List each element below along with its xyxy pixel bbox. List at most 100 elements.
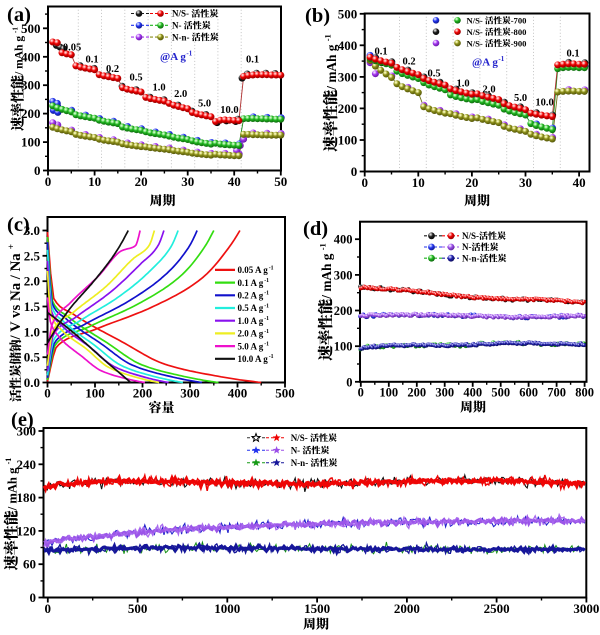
svg-text:N/S-: N/S- [467, 27, 483, 37]
svg-text:600: 600 [519, 385, 538, 399]
svg-text:1.0: 1.0 [152, 82, 165, 93]
svg-text:400: 400 [21, 49, 41, 64]
svg-text:300: 300 [338, 69, 358, 84]
svg-text:/ mAh g: / mAh g [6, 467, 20, 511]
svg-text:0.0: 0.0 [24, 375, 40, 390]
svg-text:20: 20 [135, 174, 148, 189]
svg-text:-1: -1 [264, 278, 269, 284]
svg-text:N-n-: N-n- [462, 253, 480, 263]
svg-text:N/S-: N/S- [467, 16, 483, 26]
svg-text:2.0: 2.0 [24, 274, 40, 289]
svg-text:400: 400 [334, 233, 353, 247]
svg-text:0.5: 0.5 [427, 69, 440, 80]
svg-text:(a): (a) [7, 4, 31, 26]
svg-text:50: 50 [274, 174, 287, 189]
svg-text:5.0: 5.0 [514, 93, 527, 104]
svg-text:300: 300 [21, 78, 41, 93]
svg-text:500: 500 [275, 386, 295, 401]
svg-text:500: 500 [128, 601, 148, 616]
svg-text:1.0: 1.0 [24, 324, 40, 339]
svg-text:-1: -1 [498, 55, 504, 63]
svg-text:200: 200 [21, 106, 41, 121]
svg-text:1000: 1000 [214, 601, 240, 616]
svg-text:N/S-: N/S- [291, 433, 308, 443]
svg-text:5.0: 5.0 [198, 99, 211, 110]
svg-text:-1: -1 [264, 291, 269, 297]
svg-text:100: 100 [334, 340, 353, 354]
svg-text:500: 500 [21, 21, 41, 36]
svg-text:0.1: 0.1 [374, 47, 387, 58]
svg-text:240: 240 [17, 457, 37, 472]
svg-text:2.0: 2.0 [174, 89, 187, 100]
svg-text:3.0: 3.0 [24, 223, 40, 238]
svg-text:300: 300 [435, 385, 454, 399]
svg-text:120: 120 [17, 523, 37, 538]
svg-text:0.5 A g: 0.5 A g [238, 303, 264, 313]
svg-text:2.0 A g: 2.0 A g [238, 329, 264, 339]
svg-text:500: 500 [338, 6, 358, 21]
svg-text:60: 60 [23, 557, 36, 572]
svg-text:0: 0 [45, 174, 52, 189]
svg-text:200: 200 [334, 304, 353, 318]
svg-text:40: 40 [573, 175, 586, 190]
svg-text:N-: N- [172, 21, 182, 31]
svg-text:10.0: 10.0 [220, 105, 238, 116]
svg-text:0.1 A g: 0.1 A g [238, 278, 264, 288]
svg-text:-1: -1 [269, 354, 274, 360]
svg-text:-1: -1 [264, 316, 269, 322]
svg-text:1.0: 1.0 [456, 79, 469, 90]
svg-text:10: 10 [412, 175, 425, 190]
svg-text:1.5: 1.5 [24, 299, 41, 314]
svg-text:40: 40 [228, 174, 241, 189]
svg-text:100: 100 [338, 133, 358, 148]
svg-text:1.0 A g: 1.0 A g [238, 316, 264, 326]
svg-text:N/S-: N/S- [172, 9, 189, 19]
svg-text:0.2: 0.2 [402, 57, 415, 68]
svg-text:@A g: @A g [160, 51, 186, 63]
svg-text:700: 700 [547, 385, 566, 399]
svg-text:500: 500 [491, 385, 510, 399]
svg-text:400: 400 [228, 386, 248, 401]
svg-text:0: 0 [30, 590, 37, 605]
svg-text:100: 100 [85, 386, 105, 401]
svg-text:-700: -700 [511, 16, 527, 26]
svg-text:/ mAh g: / mAh g [324, 44, 339, 90]
svg-text:200: 200 [338, 101, 358, 116]
svg-text:0: 0 [346, 375, 352, 389]
svg-text:2.0: 2.0 [482, 85, 495, 96]
svg-text:2.5: 2.5 [24, 248, 41, 263]
svg-text:/ mAh g: / mAh g [14, 36, 26, 76]
svg-text:-1: -1 [264, 342, 269, 348]
svg-text:(b): (b) [305, 5, 330, 27]
svg-text:200: 200 [407, 385, 426, 399]
svg-text:30: 30 [519, 175, 532, 190]
svg-text:(d): (d) [303, 218, 328, 240]
svg-text:(c): (c) [7, 214, 30, 236]
svg-text:0.05 A g: 0.05 A g [238, 265, 269, 275]
svg-text:800: 800 [575, 385, 594, 399]
svg-text:2000: 2000 [394, 601, 420, 616]
svg-text:-1: -1 [264, 329, 269, 335]
svg-text:@A g: @A g [472, 57, 498, 69]
svg-text:N-n-: N-n- [172, 32, 190, 42]
svg-text:1500: 1500 [304, 601, 330, 616]
svg-text:300: 300 [17, 424, 37, 439]
svg-text:/ V vs Na / Na: / V vs Na / Na [8, 253, 24, 341]
svg-text:0: 0 [44, 386, 51, 401]
svg-text:10: 10 [88, 174, 101, 189]
svg-text:3000: 3000 [573, 601, 599, 616]
svg-text:0.1: 0.1 [85, 55, 98, 66]
svg-text:0.05: 0.05 [63, 43, 81, 54]
svg-text:-1: -1 [11, 27, 20, 33]
svg-text:100: 100 [21, 135, 41, 150]
svg-text:30: 30 [181, 174, 194, 189]
svg-text:0: 0 [45, 601, 52, 616]
svg-text:-1: -1 [4, 458, 13, 465]
svg-text:/ mAh g: / mAh g [319, 253, 334, 299]
svg-text:N-n-: N-n- [291, 458, 309, 468]
svg-text:N-: N- [291, 445, 301, 455]
svg-text:400: 400 [338, 38, 358, 53]
svg-text:10.0: 10.0 [535, 98, 553, 109]
svg-text:300: 300 [180, 386, 200, 401]
svg-text:0.1: 0.1 [246, 55, 259, 66]
